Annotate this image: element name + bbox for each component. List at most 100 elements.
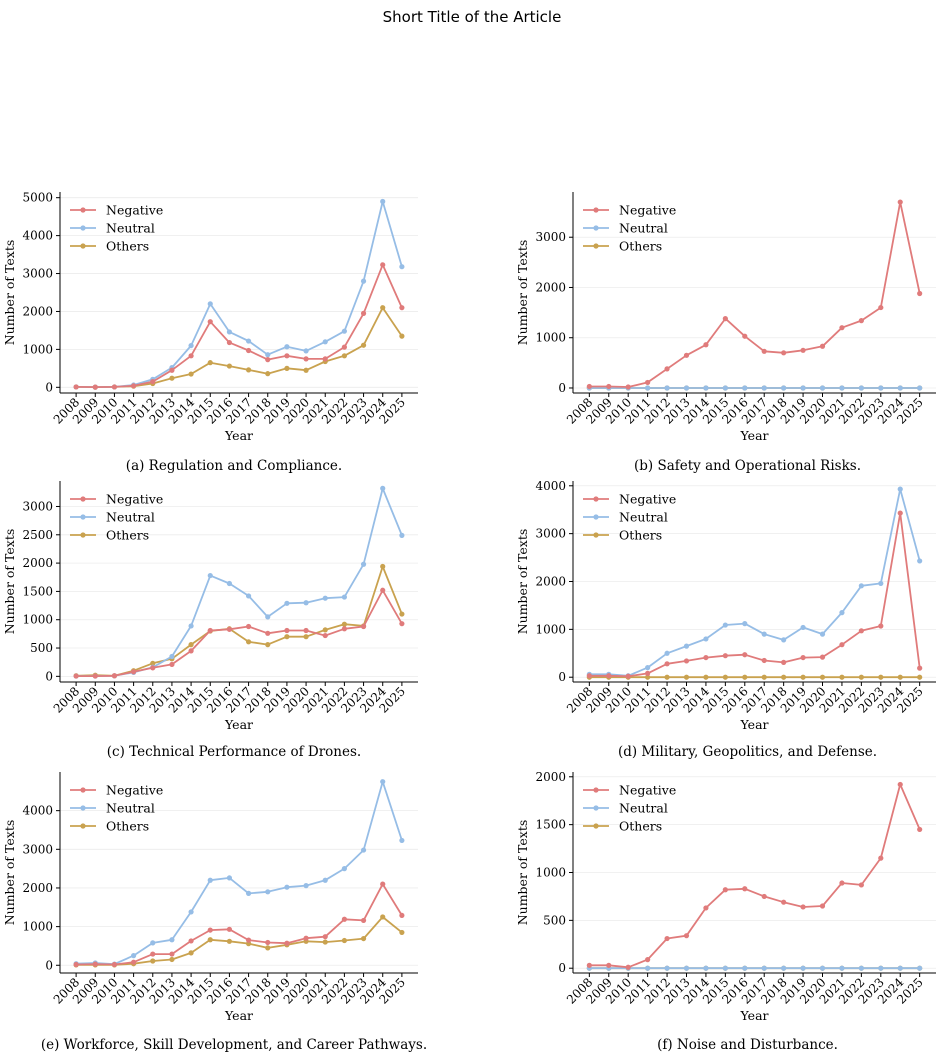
- data-point-negative: [303, 627, 309, 634]
- data-point-neutral: [722, 965, 728, 971]
- data-point-others: [245, 639, 252, 645]
- data-point-others: [897, 674, 903, 680]
- legend-label: Negative: [619, 783, 676, 798]
- data-point-neutral: [245, 338, 252, 344]
- data-point-others: [380, 914, 386, 920]
- data-point-negative: [399, 305, 405, 311]
- data-point-neutral: [839, 610, 845, 616]
- data-point-negative: [586, 673, 592, 679]
- data-point-others: [878, 674, 884, 680]
- data-point-neutral: [341, 866, 347, 872]
- data-point-others: [341, 353, 347, 359]
- data-point-negative: [897, 510, 903, 516]
- x-axis-label: Year: [740, 717, 769, 732]
- data-point-negative: [722, 653, 728, 659]
- legend-label: Negative: [106, 492, 163, 507]
- legend-label: Others: [619, 239, 662, 254]
- data-point-negative: [341, 916, 347, 922]
- chart-panel-1: 0100020003000400050002008200920102011201…: [2, 191, 418, 474]
- data-point-others: [360, 935, 367, 942]
- data-point-neutral: [131, 953, 137, 959]
- data-point-neutral: [839, 385, 845, 391]
- data-point-negative: [131, 959, 137, 965]
- data-point-negative: [664, 661, 670, 667]
- data-point-others: [188, 371, 194, 377]
- y-tick-label: 0: [558, 381, 566, 395]
- data-point-others: [303, 634, 309, 640]
- legend-marker: [80, 823, 86, 829]
- legend-label: Others: [619, 819, 662, 834]
- chart-caption: (b) Safety and Operational Risks.: [634, 458, 861, 474]
- legend-marker: [80, 207, 86, 213]
- data-point-others: [284, 634, 290, 640]
- data-point-others: [645, 674, 651, 680]
- y-tick-label: 2000: [22, 304, 53, 318]
- legend-label: Negative: [619, 203, 676, 218]
- data-point-negative: [761, 893, 767, 900]
- data-point-others: [839, 674, 845, 680]
- data-point-neutral: [858, 583, 864, 589]
- data-point-neutral: [878, 965, 884, 971]
- data-point-others: [399, 611, 405, 617]
- data-point-negative: [897, 781, 903, 788]
- data-point-negative: [683, 933, 690, 939]
- legend-label: Negative: [619, 492, 676, 507]
- y-tick-label: 1500: [22, 584, 53, 598]
- data-point-neutral: [683, 643, 690, 649]
- y-tick-label: 2000: [535, 770, 566, 784]
- data-point-negative: [742, 652, 748, 658]
- data-point-negative: [645, 670, 651, 676]
- data-point-neutral: [800, 385, 806, 391]
- chart-panel-5: 0100020003000400020082009201020112012201…: [2, 772, 427, 1053]
- chart-caption: (a) Regulation and Compliance.: [126, 458, 342, 474]
- data-point-others: [265, 945, 271, 951]
- legend-marker: [80, 496, 86, 502]
- data-point-negative: [380, 881, 386, 887]
- data-point-negative: [703, 654, 709, 661]
- data-point-negative: [897, 199, 903, 205]
- chart-panel-6: 0500100015002000200820092010201120122013…: [515, 770, 936, 1053]
- data-point-neutral: [742, 965, 748, 971]
- data-point-negative: [781, 899, 787, 905]
- data-point-negative: [858, 882, 864, 888]
- y-tick-label: 0: [45, 669, 53, 683]
- data-point-others: [683, 674, 690, 680]
- data-point-negative: [722, 316, 728, 322]
- data-point-neutral: [207, 301, 213, 307]
- data-point-negative: [169, 951, 175, 957]
- chart-panel-2: 0100020003000200820092010201120122013201…: [515, 192, 936, 474]
- data-point-neutral: [380, 485, 386, 491]
- data-point-neutral: [188, 342, 194, 349]
- legend-marker: [80, 532, 86, 538]
- data-point-neutral: [360, 561, 367, 567]
- data-point-neutral: [322, 595, 328, 601]
- y-tick-label: 1000: [22, 613, 53, 627]
- data-point-neutral: [645, 665, 651, 671]
- data-point-others: [360, 342, 367, 348]
- data-point-neutral: [322, 877, 328, 883]
- data-point-negative: [858, 318, 864, 324]
- data-point-others: [265, 371, 271, 377]
- data-point-negative: [360, 310, 367, 316]
- y-tick-label: 1000: [535, 622, 566, 636]
- x-axis-label: Year: [740, 428, 769, 443]
- y-axis-label: Number of Texts: [2, 820, 17, 926]
- data-point-others: [341, 937, 347, 944]
- data-point-neutral: [207, 877, 213, 883]
- data-point-negative: [207, 927, 213, 933]
- data-point-negative: [645, 957, 651, 963]
- data-point-negative: [73, 384, 79, 390]
- data-point-negative: [245, 623, 252, 630]
- data-point-others: [303, 367, 309, 373]
- y-tick-label: 2000: [22, 881, 53, 895]
- data-point-others: [226, 363, 233, 369]
- legend-label: Others: [106, 819, 149, 834]
- data-point-negative: [761, 657, 767, 664]
- y-axis-label: Number of Texts: [2, 240, 17, 346]
- data-point-negative: [111, 673, 118, 679]
- data-point-neutral: [781, 965, 787, 971]
- data-point-neutral: [341, 328, 347, 334]
- data-point-neutral: [245, 890, 252, 896]
- data-point-negative: [188, 648, 194, 654]
- y-tick-label: 1500: [535, 818, 566, 832]
